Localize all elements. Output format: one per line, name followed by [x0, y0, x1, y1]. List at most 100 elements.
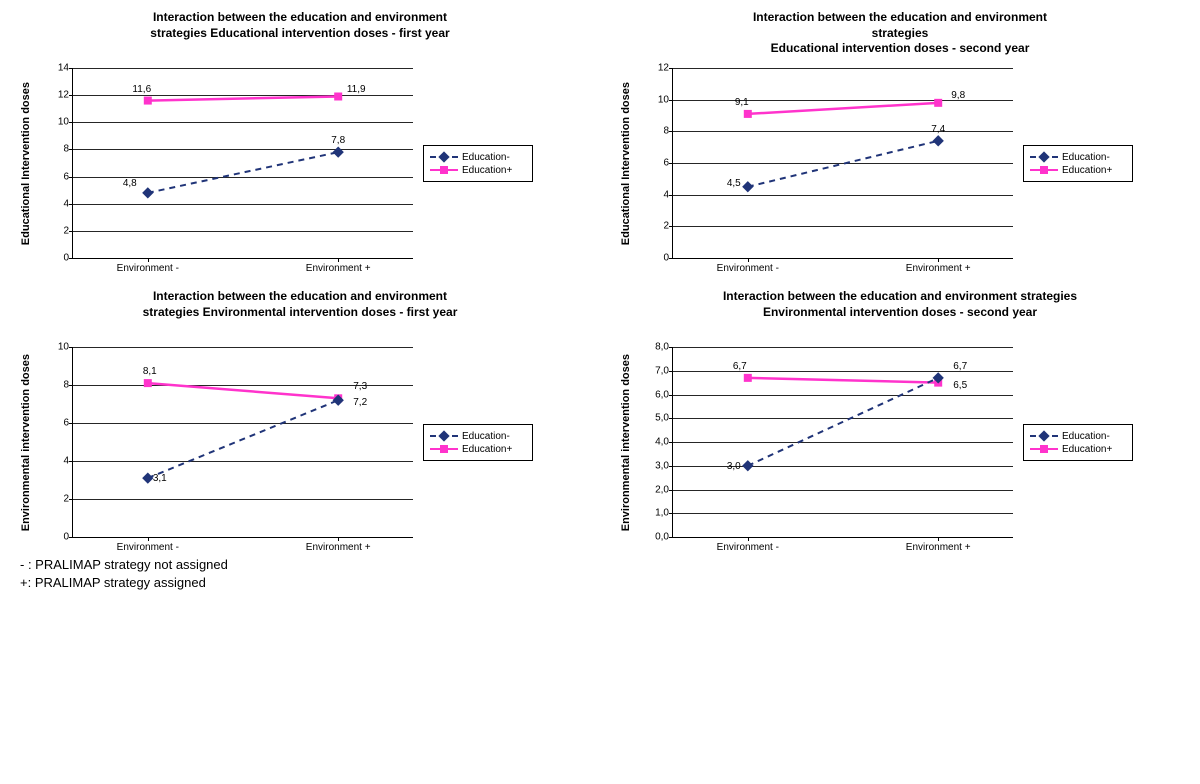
plot-wrap: 0,01,02,03,04,05,06,07,08,0Environment -…	[642, 347, 1013, 538]
y-tick-label: 4,0	[643, 437, 669, 448]
x-tick-mark	[148, 537, 149, 541]
footnotes: - : PRALIMAP strategy not assigned +: PR…	[20, 556, 1180, 592]
y-tick-label: 4	[643, 189, 669, 200]
y-tick-label: 8	[643, 126, 669, 137]
panel-1: Interaction between the education and en…	[620, 10, 1180, 259]
x-tick-mark	[338, 258, 339, 262]
legend-swatch-edu_minus	[430, 430, 458, 442]
x-tick-label: Environment -	[117, 542, 179, 553]
series-line-edu_plus	[748, 103, 938, 114]
plot-wrap: 02468101214Environment -Environment +11,…	[42, 68, 413, 259]
chart-grid: Interaction between the education and en…	[20, 10, 1180, 538]
y-tick-label: 2,0	[643, 484, 669, 495]
y-tick-label: 10	[643, 94, 669, 105]
legend-swatch-edu_plus	[430, 443, 458, 455]
plot-area: 024681012Environment -Environment +9,19,…	[672, 68, 1013, 259]
y-tick-label: 0	[43, 532, 69, 543]
y-tick-label: 12	[43, 90, 69, 101]
series-marker-edu_plus	[934, 99, 942, 107]
legend-label-edu_minus: Education-	[1062, 152, 1110, 163]
y-tick-label: 2	[43, 494, 69, 505]
y-axis-label: Educational Intervention doses	[20, 82, 36, 245]
y-tick-label: 12	[643, 63, 669, 74]
legend-label-edu_plus: Education+	[1062, 165, 1112, 176]
series-marker-edu_minus	[142, 472, 153, 483]
y-tick-label: 6,0	[643, 389, 669, 400]
legend-row-edu_minus: Education-	[430, 151, 526, 163]
y-tick-label: 8	[43, 144, 69, 155]
x-tick-mark	[338, 537, 339, 541]
y-tick-label: 10	[43, 342, 69, 353]
chart-row: Educational Intervention doses0246810121…	[20, 68, 580, 259]
panel-title: Interaction between the education and en…	[20, 289, 580, 337]
y-tick-label: 0	[643, 253, 669, 264]
y-tick-label: 5,0	[643, 413, 669, 424]
y-tick-mark	[69, 258, 73, 259]
panel-title: Interaction between the education and en…	[620, 10, 1180, 58]
legend-row-edu_plus: Education+	[430, 443, 526, 455]
legend: Education- Education+	[423, 424, 533, 461]
legend-row-edu_plus: Education+	[1030, 443, 1126, 455]
panel-2: Interaction between the education and en…	[20, 289, 580, 538]
x-tick-mark	[148, 258, 149, 262]
series-marker-edu_minus	[742, 181, 753, 192]
legend-swatch-edu_minus	[1030, 430, 1058, 442]
x-tick-label: Environment +	[906, 263, 971, 274]
legend-label-edu_plus: Education+	[1062, 444, 1112, 455]
series-line-edu_plus	[148, 97, 338, 101]
series-svg	[673, 68, 1013, 258]
y-axis-label: Environmental intervention doses	[620, 354, 636, 531]
series-marker-edu_plus	[334, 93, 342, 101]
legend-row-edu_plus: Education+	[1030, 164, 1126, 176]
legend-row-edu_minus: Education-	[430, 430, 526, 442]
y-tick-label: 6	[43, 418, 69, 429]
series-marker-edu_plus	[144, 97, 152, 105]
y-tick-label: 8,0	[643, 342, 669, 353]
y-tick-label: 4	[43, 456, 69, 467]
panel-title: Interaction between the education and en…	[20, 10, 580, 58]
series-line-edu_minus	[748, 141, 938, 187]
y-tick-label: 0	[43, 253, 69, 264]
y-tick-label: 6	[43, 171, 69, 182]
y-axis-label: Educational Intervention doses	[620, 82, 636, 245]
plot-area: 0246810Environment -Environment +8,17,33…	[72, 347, 413, 538]
y-tick-label: 1,0	[643, 508, 669, 519]
y-tick-label: 3,0	[643, 460, 669, 471]
chart-row: Environmental intervention doses0246810E…	[20, 347, 580, 538]
legend-swatch-edu_minus	[1030, 151, 1058, 163]
series-line-edu_minus	[148, 152, 338, 193]
legend-label-edu_plus: Education+	[462, 165, 512, 176]
series-marker-edu_plus	[144, 379, 152, 387]
panel-3: Interaction between the education and en…	[620, 289, 1180, 538]
series-marker-edu_plus	[744, 374, 752, 382]
x-tick-label: Environment +	[906, 542, 971, 553]
series-svg	[73, 347, 413, 537]
legend-swatch-edu_plus	[1030, 443, 1058, 455]
series-marker-edu_minus	[142, 187, 153, 198]
legend-row-edu_plus: Education+	[430, 164, 526, 176]
plot-area: 0,01,02,03,04,05,06,07,08,0Environment -…	[672, 347, 1013, 538]
y-tick-label: 0,0	[643, 532, 669, 543]
legend-label-edu_minus: Education-	[1062, 431, 1110, 442]
y-tick-label: 14	[43, 63, 69, 74]
y-tick-label: 8	[43, 380, 69, 391]
legend-swatch-edu_plus	[430, 164, 458, 176]
legend: Education- Education+	[423, 145, 533, 182]
series-svg	[673, 347, 1013, 537]
y-tick-mark	[669, 258, 673, 259]
panel-0: Interaction between the education and en…	[20, 10, 580, 259]
series-line-edu_plus	[148, 383, 338, 398]
series-line-edu_plus	[748, 378, 938, 383]
y-tick-mark	[69, 537, 73, 538]
series-svg	[73, 68, 413, 258]
x-tick-mark	[938, 537, 939, 541]
y-tick-label: 10	[43, 117, 69, 128]
panel-title: Interaction between the education and en…	[620, 289, 1180, 337]
legend-label-edu_minus: Education-	[462, 152, 510, 163]
x-tick-label: Environment -	[717, 542, 779, 553]
legend-swatch-edu_plus	[1030, 164, 1058, 176]
y-tick-label: 2	[43, 225, 69, 236]
legend-label-edu_plus: Education+	[462, 444, 512, 455]
legend-row-edu_minus: Education-	[1030, 151, 1126, 163]
x-tick-mark	[748, 258, 749, 262]
